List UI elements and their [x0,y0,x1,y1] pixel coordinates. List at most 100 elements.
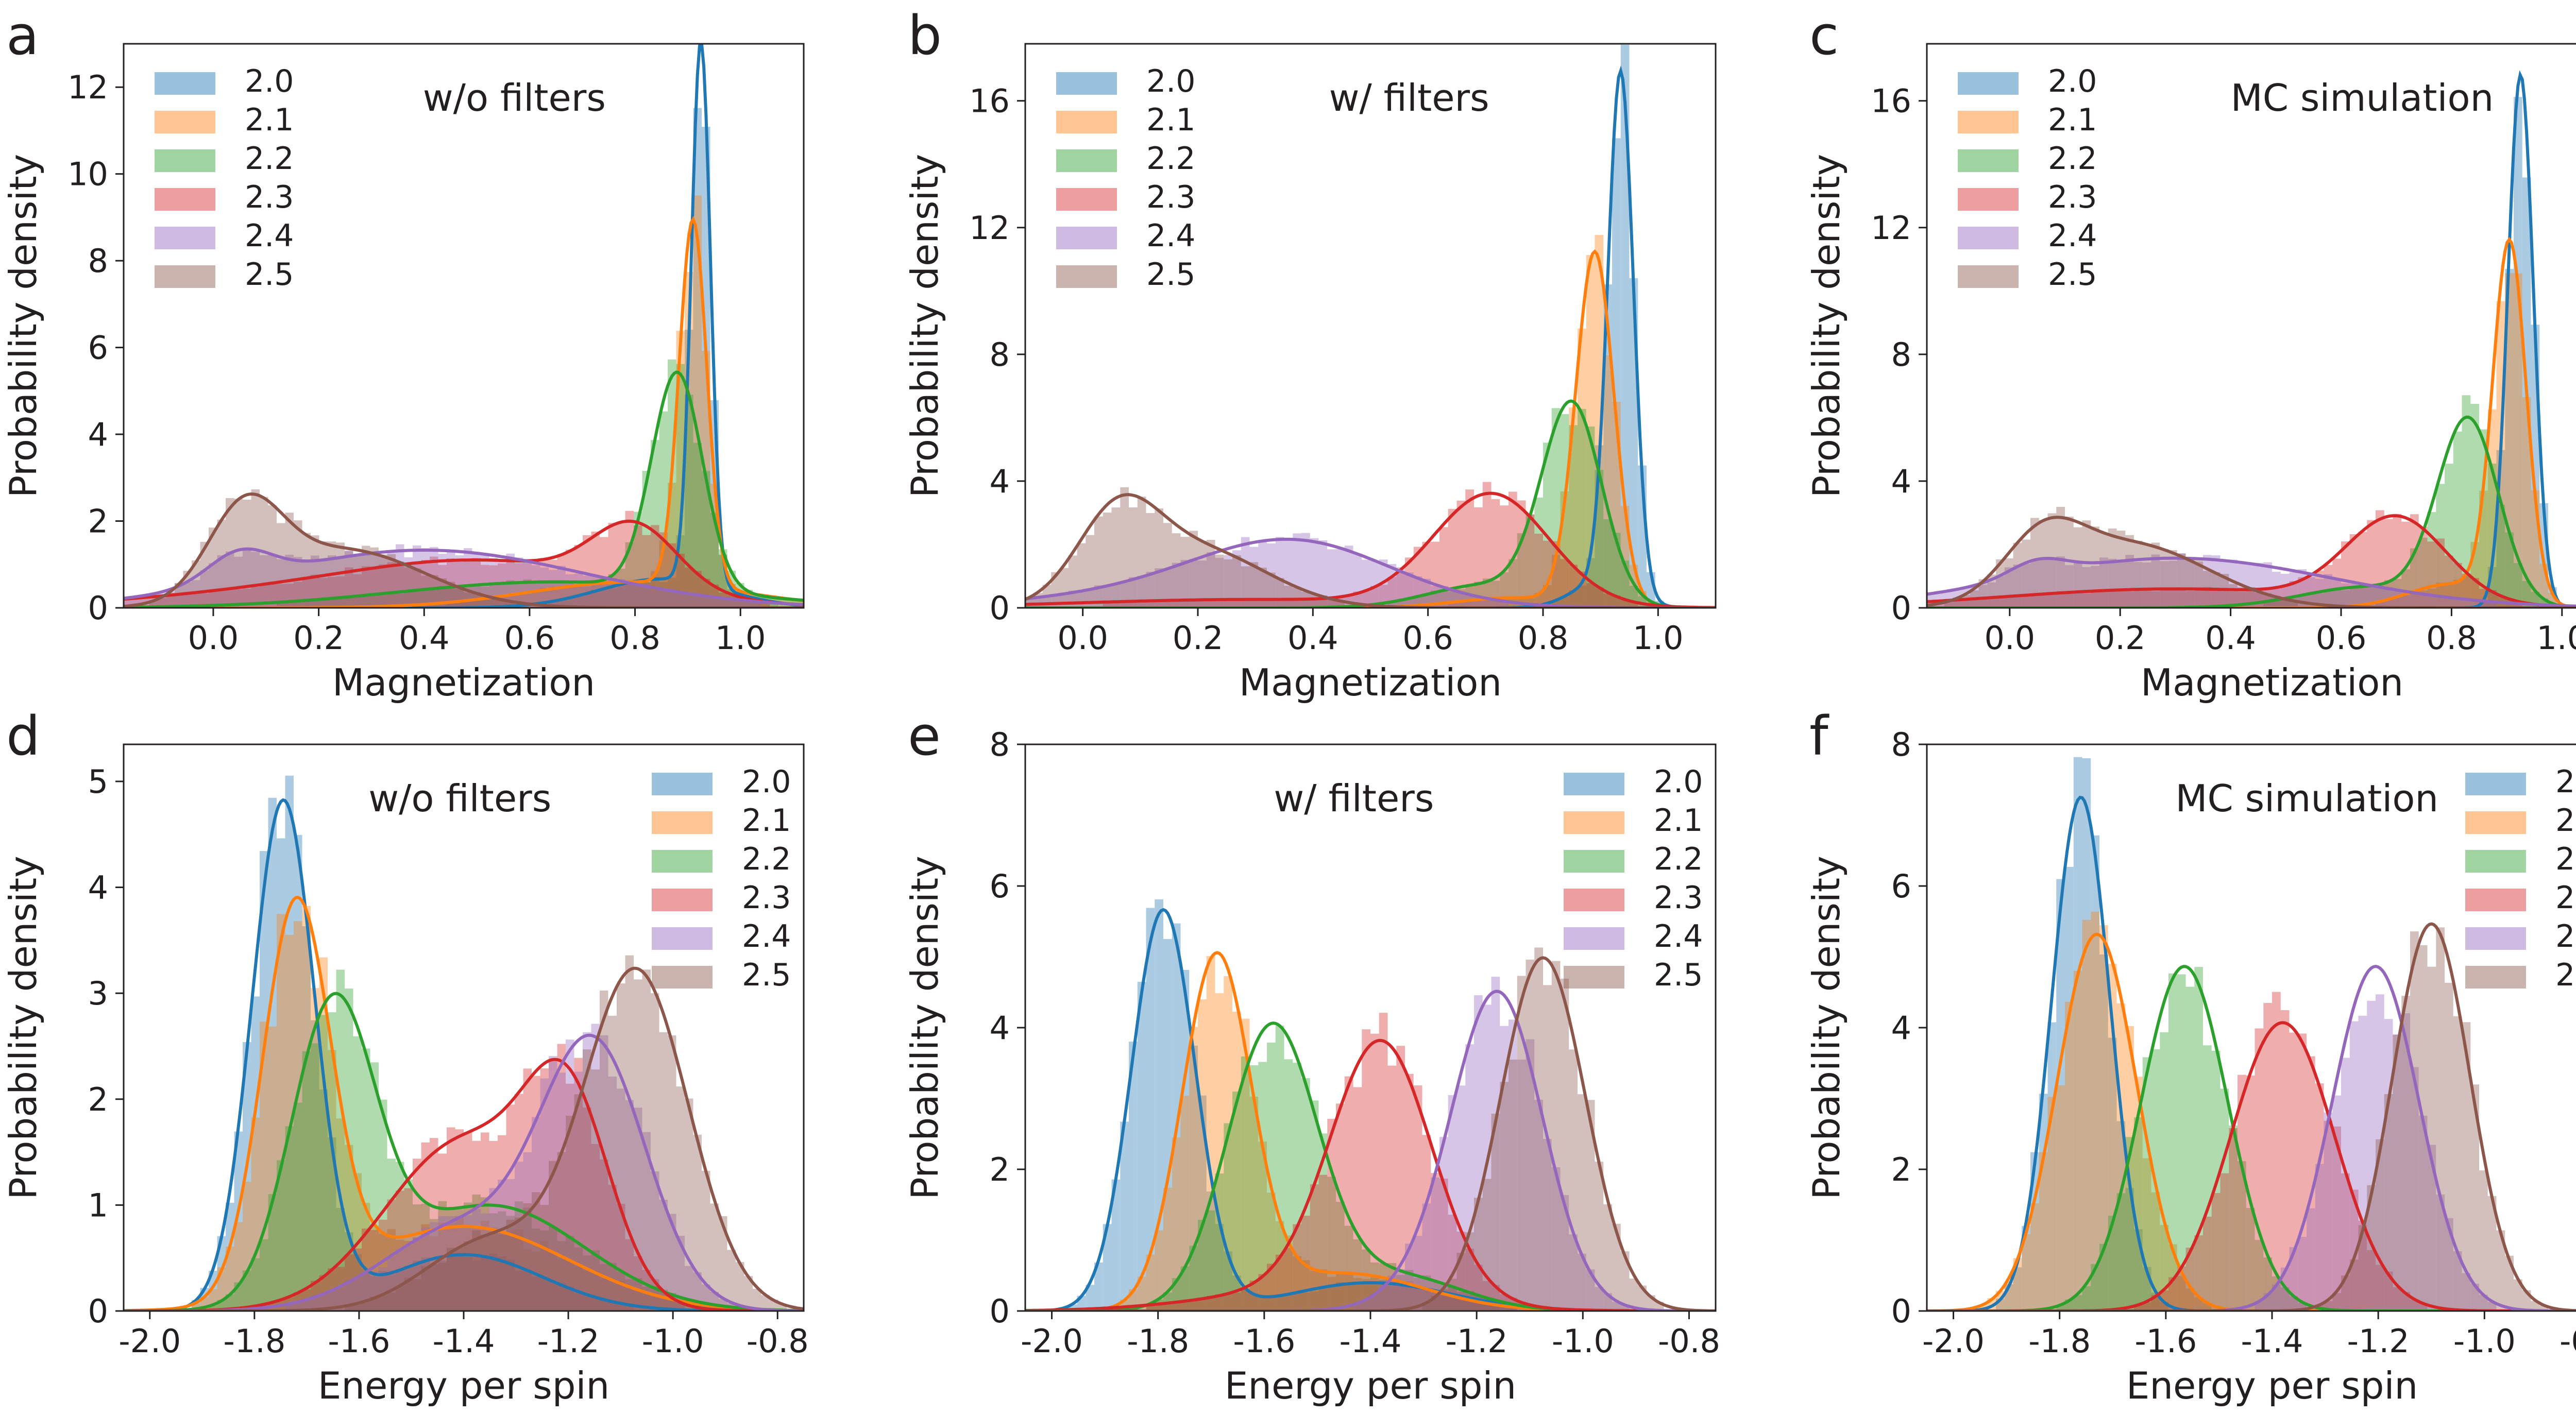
histogram-bar [2487,1196,2497,1311]
y-tick-label: 4 [1891,1009,1911,1047]
histogram-bar [1422,541,1431,608]
histogram-bar [1551,961,1561,1311]
histogram-bar [668,1035,676,1311]
histogram-bar [770,602,778,608]
y-axis-label: Probability density [2,856,45,1199]
histogram-bar [387,562,396,608]
legend-swatch [1056,111,1117,133]
histogram-bar [2099,1243,2108,1311]
y-tick-label: 8 [1891,726,1911,763]
histogram-bar [2203,1216,2212,1311]
histogram-bar [591,1270,600,1311]
histogram-bar [1586,1269,1595,1311]
histogram-bar [370,1062,379,1311]
histogram-bar [1111,507,1121,608]
histogram-bar [557,1044,566,1311]
histogram-bar [1344,546,1353,608]
histogram-bar [2445,598,2453,608]
histogram-bar [523,1269,532,1311]
histogram-bar [2358,1225,2367,1311]
histogram-bar [1327,549,1336,608]
histogram-bar [1172,923,1181,1311]
histogram-bar [336,1267,345,1311]
y-tick-label: 4 [990,1009,1010,1047]
histogram-bar [1474,1198,1483,1311]
histogram-bar [489,1253,498,1311]
y-tick-label: 2 [990,1151,1010,1188]
legend-label: 2.5 [1654,957,1703,993]
x-tick-label: -1.0 [642,1322,704,1360]
histogram-bar [1482,598,1492,608]
legend-swatch [155,265,215,288]
histogram-bar [2349,583,2359,608]
histogram-bar [1413,1236,1422,1311]
histogram-bar [2125,1188,2134,1311]
histogram-bar [2108,1216,2117,1311]
y-tick-label: 5 [88,763,108,800]
histogram-bar [2151,542,2160,608]
x-tick-label: -1.2 [2347,1322,2410,1360]
histogram-bar [1275,578,1284,608]
histogram-bar [464,1241,472,1311]
histogram-bar [2134,589,2143,608]
histogram-bar [1232,550,1241,608]
histogram-bar [1155,1304,1163,1311]
histogram-bar [2177,974,2186,1311]
histogram-bar [370,593,379,608]
histogram-bar [481,1132,489,1311]
histogram-bar [2065,592,2074,608]
legend-label: 2.2 [245,141,294,177]
kde-line-2-0 [1927,795,2576,1311]
histogram-bar [625,1305,634,1311]
histogram-bar [1551,541,1561,608]
histogram-bar [464,1132,472,1311]
histogram-bar [2047,1097,2057,1311]
histogram-bar [2065,866,2074,1311]
histogram-bar [532,1276,540,1311]
histogram-bar [1629,1279,1638,1311]
histogram-bar [761,1295,770,1311]
histogram-bar [1396,1269,1405,1311]
histogram-bar [634,525,642,608]
histogram-bar [1293,1256,1301,1311]
histogram-bar [268,797,277,1311]
histogram-bar [549,1226,557,1311]
histogram-bar [387,592,396,608]
histogram-2-3 [2134,992,2428,1311]
histogram-bar [1267,1297,1276,1311]
histogram-bar [634,1256,642,1311]
histogram-bar [540,1205,549,1311]
histogram-bar [1344,1272,1353,1311]
histogram-bar [430,575,438,608]
histogram-bar [447,1248,455,1311]
histogram-bar [1241,599,1250,608]
histogram-bar [2470,1284,2479,1311]
legend-swatch [1564,773,1624,795]
histogram-bar [566,1286,574,1311]
histogram-bar [2341,1058,2350,1311]
histogram-bar [311,1043,319,1311]
histogram-bar [2125,591,2134,608]
kde-line-2-5 [124,966,804,1311]
histogram-bar [345,1280,353,1311]
histogram-bar [1094,516,1103,608]
panel-e: -2.0 -1.8 -1.6 -1.4 -1.2 -1.0 -0.8 0 2 4 6 8 Energy … [903,705,1720,1407]
legend-swatch [1056,265,1117,288]
histogram-bar [642,1270,651,1311]
y-tick-label: 1 [88,1186,108,1224]
histogram-bar [1215,558,1224,608]
histogram-bar [455,1248,464,1311]
y-tick-label: 12 [969,209,1010,247]
histogram-bar [1206,1191,1215,1311]
histogram-bar [404,1241,413,1311]
histogram-bar [651,1171,659,1311]
histogram-bar [2203,1045,2212,1311]
panel-b: 0.0 0.2 0.4 0.6 0.8 1.0 0 4 8 12 16 Magnetization Pr… [903,4,1717,704]
histogram-bar [2289,1032,2298,1311]
histogram-bar [1275,1026,1284,1311]
kde-line-2-0 [1025,65,1716,608]
panel-annotation: w/ filters [1274,777,1434,820]
histogram-bar [600,581,608,608]
histogram-bar [481,598,489,608]
histogram-bar [1068,555,1077,608]
